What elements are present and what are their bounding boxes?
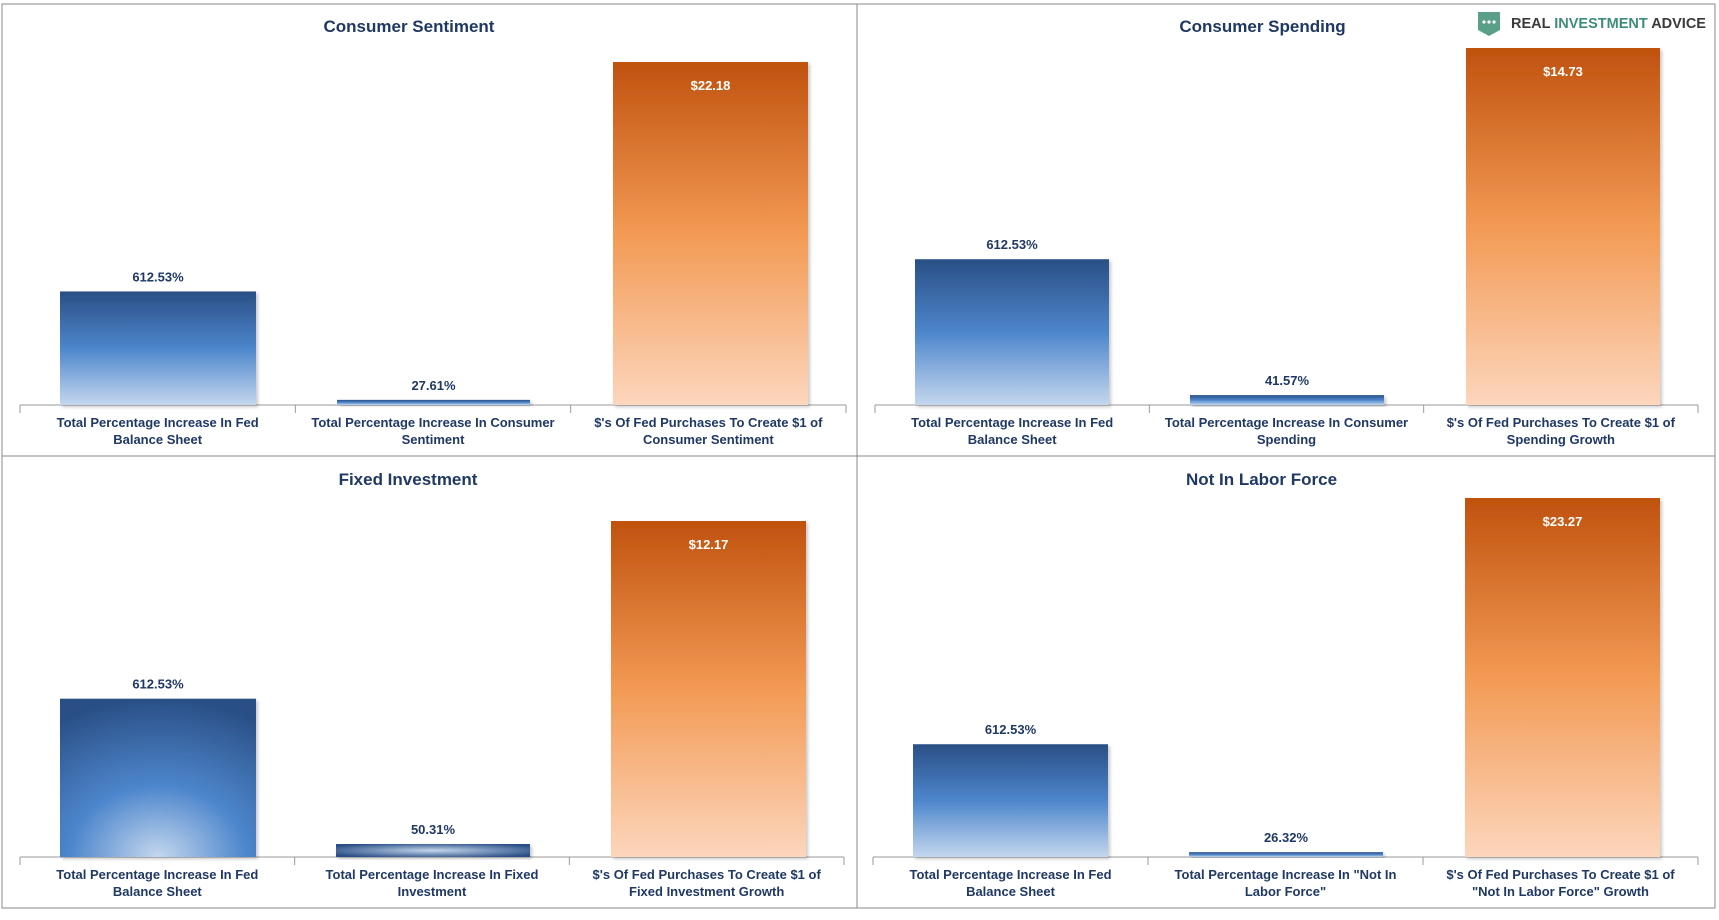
chart-title: Not In Labor Force <box>1186 470 1337 489</box>
data-label: 50.31% <box>411 822 456 837</box>
bar-1 <box>60 698 256 857</box>
category-label: $'s Of Fed Purchases To Create $1 of "Not… <box>1446 867 1675 899</box>
category-label: Total Percentage Increase In Fed Balance … <box>909 867 1111 899</box>
data-label: 612.53% <box>132 677 184 692</box>
data-label: 612.53% <box>986 237 1038 252</box>
category-label: $'s Of Fed Purchases To Create $1 of Cons… <box>594 415 823 447</box>
brand-logo: REAL INVESTMENT ADVICE <box>1478 12 1706 36</box>
bar-1 <box>913 744 1108 857</box>
data-label: 612.53% <box>985 722 1037 737</box>
bar-3 <box>1466 48 1660 405</box>
chart-panel-2: Consumer Spending 612.53% Total Percentage… <box>856 3 1716 457</box>
bar-2 <box>337 399 530 405</box>
data-label: 26.32% <box>1264 830 1309 845</box>
bar-2 <box>336 843 530 857</box>
bar-2 <box>1189 852 1383 857</box>
chart-title: Consumer Sentiment <box>324 17 495 36</box>
category-label: Total Percentage Increase In Fed Balance … <box>56 867 258 899</box>
category-label: Total Percentage Increase In Consumer Spe… <box>1165 415 1408 447</box>
brand-name-part3: ADVICE <box>1648 16 1707 32</box>
chat-bubble-logo-icon <box>1478 12 1500 36</box>
category-label: Total Percentage Increase In Fixed Invest… <box>326 867 539 899</box>
data-label: 27.61% <box>411 378 456 393</box>
bar-3 <box>613 62 808 405</box>
category-label: $'s Of Fed Purchases To Create $1 of Spen… <box>1447 415 1676 447</box>
brand-name-part2: INVESTMENT <box>1554 16 1648 32</box>
data-label: $22.18 <box>691 78 731 93</box>
category-label: Total Percentage Increase In Consumer Sen… <box>311 415 554 447</box>
data-label: $12.17 <box>689 537 729 552</box>
brand-name: REAL INVESTMENT ADVICE <box>1511 16 1706 32</box>
chart-title: Consumer Spending <box>1179 17 1345 36</box>
bar-1 <box>915 259 1109 405</box>
category-label: $'s Of Fed Purchases To Create $1 of Fixe… <box>593 867 822 899</box>
chart-title: Fixed Investment <box>339 470 478 489</box>
chart-panel-1: Consumer Sentiment 612.53% Total Percentag… <box>1 3 858 457</box>
chart-panel-4: Not In Labor Force 612.53% Total Percentag… <box>856 455 1716 909</box>
bar-1 <box>60 291 256 405</box>
category-label: Total Percentage Increase In Fed Balance … <box>911 415 1113 447</box>
data-label: $23.27 <box>1543 514 1583 529</box>
data-label: 41.57% <box>1265 373 1310 388</box>
bar-2 <box>1190 395 1384 405</box>
bar-3 <box>611 521 806 857</box>
chart-panel-3: Fixed Investment 612.53% Total Percentage … <box>1 455 858 909</box>
bar-3 <box>1465 498 1660 857</box>
data-label: $14.73 <box>1543 64 1583 79</box>
category-label: Total Percentage Increase In "Not In Labo… <box>1175 867 1397 899</box>
brand-name-part1: REAL <box>1511 16 1554 32</box>
category-label: Total Percentage Increase In Fed Balance … <box>57 415 259 447</box>
data-label: 612.53% <box>132 269 184 284</box>
